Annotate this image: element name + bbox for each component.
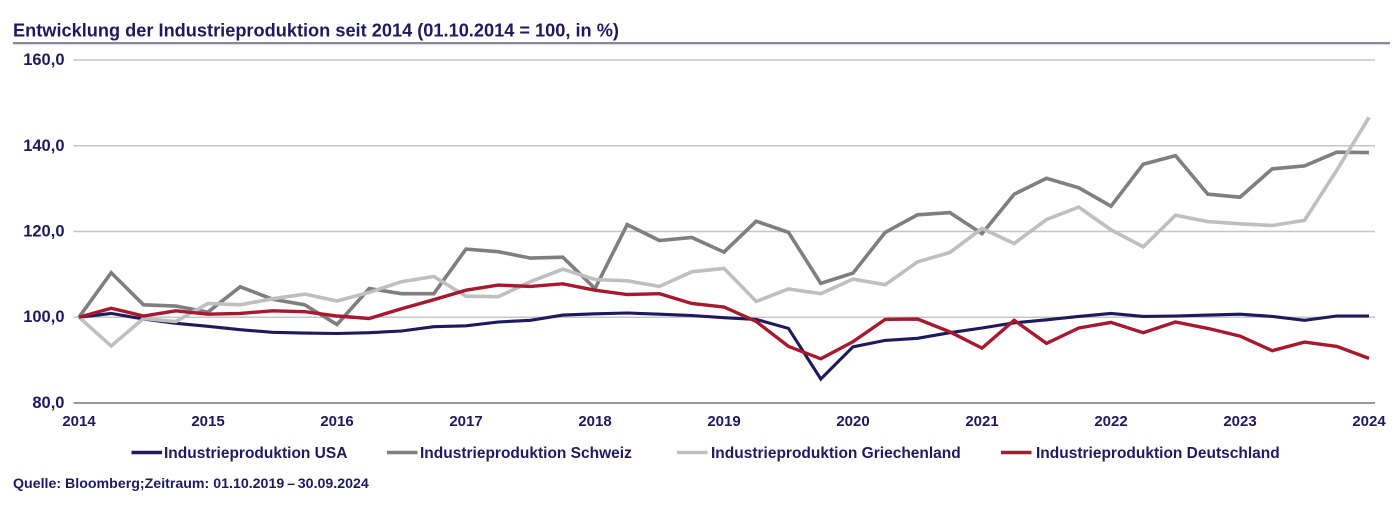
svg-text:120,0: 120,0 [23, 223, 64, 241]
svg-text:2014: 2014 [62, 413, 96, 430]
svg-text:Industrieproduktion Schweiz: Industrieproduktion Schweiz [420, 445, 632, 462]
svg-text:2017: 2017 [449, 413, 482, 430]
svg-text:2015: 2015 [191, 413, 224, 430]
svg-text:2023: 2023 [1223, 413, 1256, 430]
svg-text:Entwicklung der Industrieprodu: Entwicklung der Industrieproduktion seit… [13, 20, 619, 40]
svg-text:2024: 2024 [1352, 413, 1386, 430]
svg-text:2021: 2021 [965, 413, 998, 430]
svg-text:160,0: 160,0 [23, 51, 64, 69]
svg-text:2016: 2016 [320, 413, 353, 430]
svg-text:100,0: 100,0 [23, 308, 64, 326]
svg-text:Industrieproduktion Griechenla: Industrieproduktion Griechenland [711, 445, 961, 462]
svg-text:2018: 2018 [578, 413, 611, 430]
svg-text:Industrieproduktion USA: Industrieproduktion USA [164, 445, 347, 462]
svg-text:Quelle: Bloomberg;Zeitraum: 01: Quelle: Bloomberg;Zeitraum: 01.10.2019 –… [13, 476, 369, 492]
svg-text:Industrieproduktion Deutschlan: Industrieproduktion Deutschland [1036, 445, 1280, 462]
svg-text:2022: 2022 [1094, 413, 1127, 430]
svg-text:2020: 2020 [836, 413, 869, 430]
svg-text:80,0: 80,0 [32, 394, 64, 412]
svg-text:2019: 2019 [707, 413, 740, 430]
svg-text:140,0: 140,0 [23, 137, 64, 155]
